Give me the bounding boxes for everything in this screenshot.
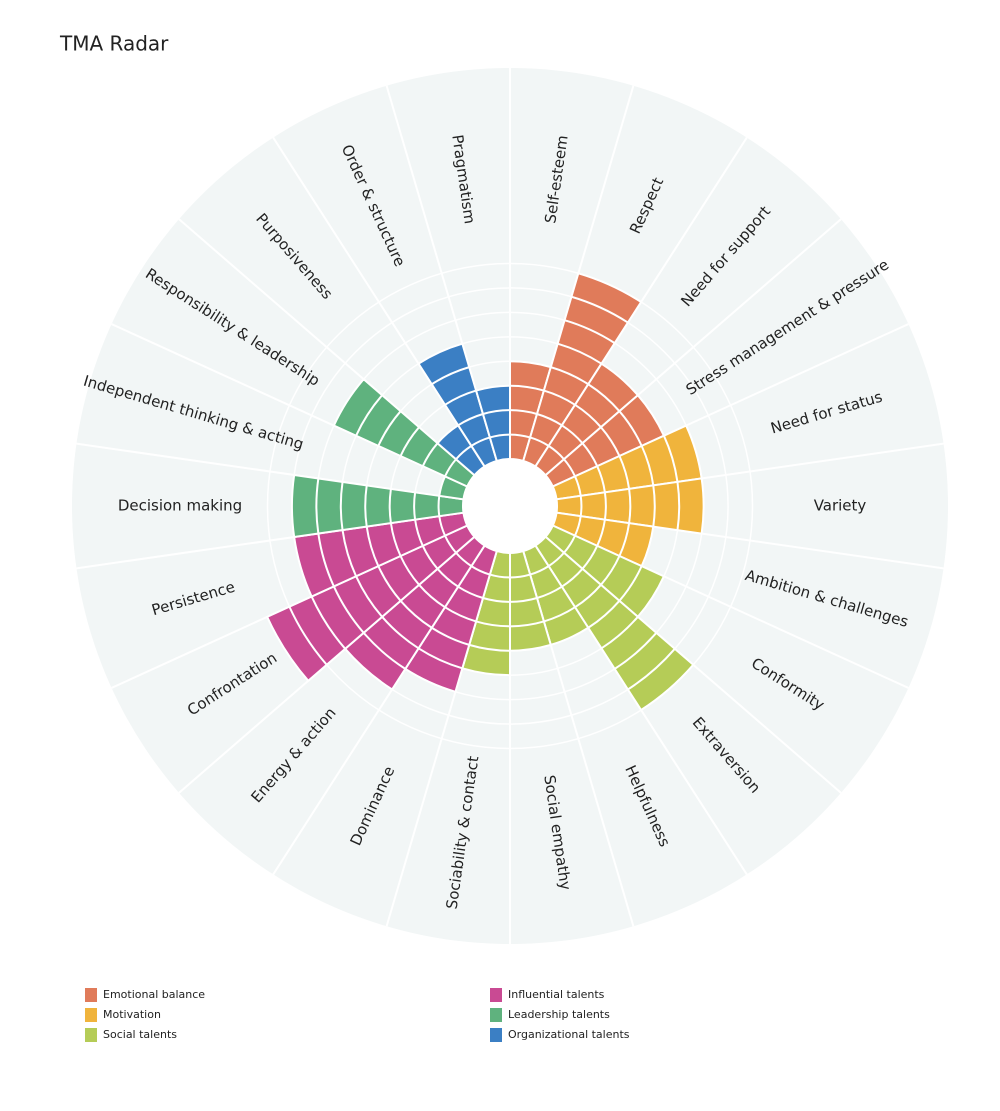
- cell-divider: [399, 600, 433, 629]
- legend-label: Social talents: [103, 1028, 177, 1041]
- category-label: Variety: [814, 497, 867, 515]
- cell-divider: [614, 632, 658, 670]
- cell-divider: [676, 481, 681, 531]
- legend-label: Motivation: [103, 1008, 161, 1021]
- legend-label: Leadership talents: [508, 1008, 610, 1021]
- legend-label: Organizational talents: [508, 1028, 630, 1041]
- cell-divider: [339, 481, 344, 531]
- cell-divider: [652, 485, 656, 527]
- legend-swatch: [490, 988, 502, 1002]
- sector-divider: [641, 565, 909, 689]
- cell-divider: [640, 445, 655, 486]
- legend-label: Emotional balance: [103, 988, 205, 1001]
- cell-divider: [355, 394, 383, 437]
- sector-divider: [385, 85, 471, 368]
- cell-divider: [587, 600, 621, 629]
- cell-divider: [579, 495, 583, 517]
- cell-divider: [489, 433, 511, 439]
- cell-divider: [618, 565, 643, 602]
- cell-divider: [437, 495, 441, 517]
- legend-swatch: [85, 988, 97, 1002]
- cell-divider: [413, 492, 417, 520]
- center-hole: [463, 459, 557, 553]
- cell-divider: [355, 575, 383, 618]
- cell-divider: [600, 616, 639, 650]
- chart-title: TMA Radar: [59, 32, 169, 56]
- cell-divider: [557, 342, 603, 365]
- cell-divider: [431, 626, 470, 646]
- cell-divider: [571, 295, 629, 324]
- cell-divider: [564, 319, 616, 344]
- sector-divider: [272, 136, 433, 385]
- cell-divider: [618, 410, 643, 447]
- legend-swatch: [85, 1008, 97, 1022]
- legend-swatch: [85, 1028, 97, 1042]
- cell-divider: [603, 492, 607, 520]
- cell-divider: [482, 409, 511, 415]
- cell-divider: [662, 435, 679, 483]
- cell-divider: [388, 488, 392, 524]
- cell-divider: [315, 478, 320, 534]
- cell-divider: [627, 648, 676, 691]
- cell-divider: [468, 643, 511, 652]
- sector-divider: [549, 644, 635, 927]
- cell-divider: [364, 485, 368, 527]
- legend-label: Influential talents: [508, 988, 605, 1001]
- sector-divider: [618, 218, 842, 412]
- cell-divider: [399, 426, 420, 457]
- cell-divider: [377, 565, 402, 602]
- cell-divider: [377, 410, 402, 447]
- cell-divider: [317, 533, 335, 587]
- legend-swatch: [490, 1028, 502, 1042]
- cell-divider: [381, 616, 420, 650]
- legend-swatch: [490, 1008, 502, 1022]
- cell-divider: [417, 647, 463, 670]
- cell-divider: [332, 586, 365, 634]
- category-label: Decision making: [118, 497, 242, 515]
- cell-divider: [341, 529, 358, 577]
- cell-divider: [550, 366, 589, 386]
- cell-divider: [587, 383, 621, 412]
- cell-divider: [288, 606, 328, 666]
- cell-divider: [431, 366, 470, 386]
- cell-divider: [310, 596, 346, 650]
- cell-divider: [365, 526, 380, 567]
- cell-divider: [362, 632, 406, 670]
